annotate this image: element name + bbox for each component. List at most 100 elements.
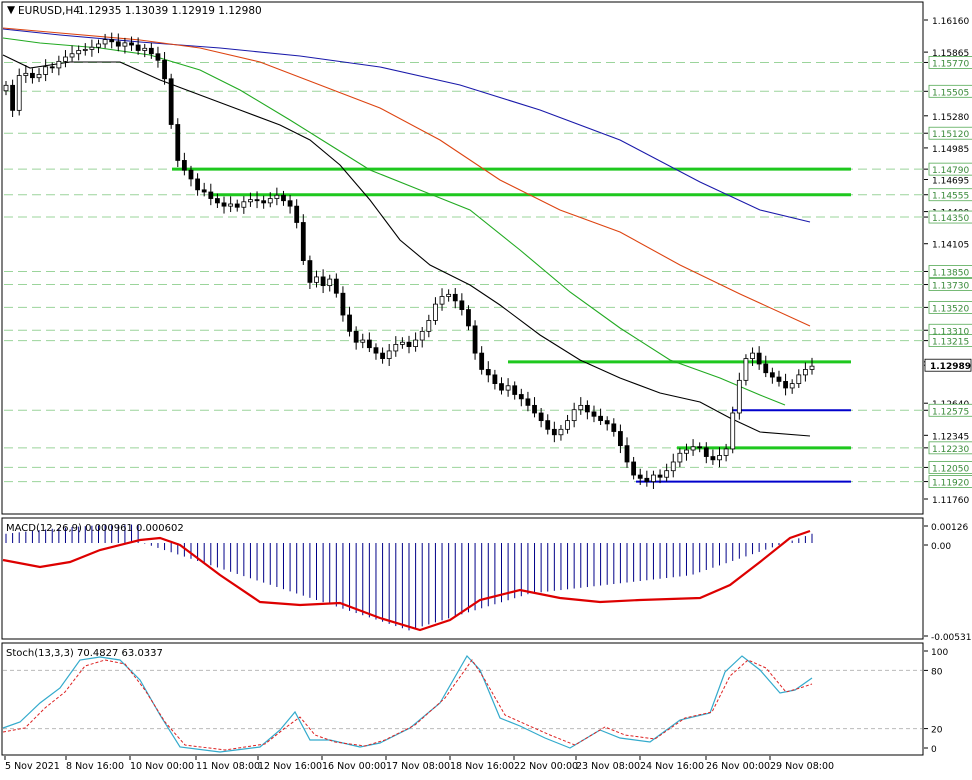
candle-body[interactable] bbox=[366, 339, 372, 349]
candle-body[interactable] bbox=[406, 341, 412, 347]
candle-body[interactable] bbox=[102, 39, 108, 45]
candle-body[interactable] bbox=[796, 374, 802, 385]
candle-body[interactable] bbox=[254, 199, 260, 202]
candle-body[interactable] bbox=[63, 56, 68, 62]
candle-body[interactable] bbox=[162, 59, 167, 80]
candle-body[interactable] bbox=[307, 260, 313, 283]
candle-body[interactable] bbox=[142, 47, 148, 51]
candle-body[interactable] bbox=[670, 461, 676, 472]
candle-body[interactable] bbox=[466, 309, 471, 327]
candle-body[interactable] bbox=[3, 84, 9, 92]
candle-body[interactable] bbox=[472, 325, 478, 354]
candle-body[interactable] bbox=[584, 404, 590, 413]
candle-body[interactable] bbox=[16, 75, 22, 111]
candle-body[interactable] bbox=[631, 461, 637, 476]
candle-body[interactable] bbox=[129, 42, 134, 46]
candle-body[interactable] bbox=[657, 474, 663, 478]
candle-body[interactable] bbox=[399, 341, 405, 345]
candle-body[interactable] bbox=[175, 124, 181, 161]
candle-body[interactable] bbox=[36, 74, 42, 79]
candle-body[interactable] bbox=[155, 53, 161, 61]
candle-body[interactable] bbox=[776, 376, 782, 382]
stoch-panel[interactable] bbox=[1, 642, 924, 756]
candle-body[interactable] bbox=[730, 412, 736, 450]
candle-body[interactable] bbox=[677, 452, 683, 463]
candle-body[interactable] bbox=[320, 276, 326, 287]
candle-body[interactable] bbox=[393, 344, 399, 352]
candle-body[interactable] bbox=[710, 456, 716, 461]
candle-body[interactable] bbox=[281, 194, 286, 202]
candle-body[interactable] bbox=[353, 330, 359, 343]
candle-body[interactable] bbox=[261, 200, 267, 204]
candle-body[interactable] bbox=[373, 347, 379, 354]
candle-body[interactable] bbox=[532, 404, 537, 414]
candle-body[interactable] bbox=[122, 42, 128, 47]
candle-body[interactable] bbox=[327, 278, 333, 287]
macd-panel[interactable] bbox=[1, 517, 924, 640]
candle-body[interactable] bbox=[565, 420, 570, 430]
candle-body[interactable] bbox=[492, 374, 498, 385]
candle-body[interactable] bbox=[505, 385, 511, 391]
candle-body[interactable] bbox=[287, 200, 293, 207]
candle-body[interactable] bbox=[340, 292, 346, 316]
candle-body[interactable] bbox=[723, 448, 729, 456]
candle-body[interactable] bbox=[89, 46, 95, 50]
candle-body[interactable] bbox=[736, 379, 742, 414]
candle-body[interactable] bbox=[743, 358, 749, 381]
candle-body[interactable] bbox=[624, 445, 630, 463]
candle-body[interactable] bbox=[208, 191, 214, 199]
candle-body[interactable] bbox=[30, 72, 35, 79]
candle-body[interactable] bbox=[558, 428, 564, 436]
candlesticks[interactable] bbox=[3, 32, 815, 489]
candle-body[interactable] bbox=[82, 48, 88, 51]
candle-body[interactable] bbox=[43, 66, 49, 75]
candle-body[interactable] bbox=[228, 203, 234, 207]
candle-body[interactable] bbox=[274, 194, 280, 199]
candle-body[interactable] bbox=[789, 383, 795, 389]
candle-body[interactable] bbox=[618, 431, 623, 447]
candle-body[interactable] bbox=[181, 160, 187, 171]
candle-body[interactable] bbox=[591, 411, 597, 417]
candle-body[interactable] bbox=[439, 296, 445, 305]
candle-body[interactable] bbox=[717, 455, 722, 461]
candle-body[interactable] bbox=[380, 352, 385, 359]
candle-body[interactable] bbox=[545, 420, 551, 430]
candle-body[interactable] bbox=[69, 53, 75, 58]
candle-body[interactable] bbox=[135, 44, 141, 51]
candle-body[interactable] bbox=[690, 446, 696, 451]
candle-body[interactable] bbox=[294, 205, 300, 223]
candle-body[interactable] bbox=[769, 372, 775, 378]
candle-body[interactable] bbox=[446, 293, 452, 297]
candle-body[interactable] bbox=[148, 47, 154, 55]
dropdown-triangle-icon[interactable]: ▼ bbox=[7, 4, 16, 16]
candle-body[interactable] bbox=[49, 66, 55, 69]
candle-body[interactable] bbox=[750, 352, 755, 359]
candle-body[interactable] bbox=[215, 198, 220, 204]
candle-body[interactable] bbox=[604, 420, 610, 425]
candle-body[interactable] bbox=[485, 369, 491, 376]
candle-body[interactable] bbox=[267, 198, 273, 204]
candle-body[interactable] bbox=[300, 222, 306, 261]
candle-body[interactable] bbox=[419, 330, 425, 341]
candle-body[interactable] bbox=[109, 39, 115, 43]
candle-body[interactable] bbox=[809, 365, 815, 370]
candle-body[interactable] bbox=[96, 43, 101, 48]
price-panel[interactable] bbox=[1, 1, 924, 515]
candle-body[interactable] bbox=[756, 352, 762, 365]
candle-body[interactable] bbox=[452, 293, 458, 302]
candle-body[interactable] bbox=[201, 189, 207, 193]
candle-body[interactable] bbox=[763, 363, 769, 374]
candle-body[interactable] bbox=[578, 404, 584, 411]
candle-body[interactable] bbox=[697, 446, 703, 449]
candle-body[interactable] bbox=[651, 474, 656, 482]
candle-body[interactable] bbox=[115, 41, 121, 47]
candle-body[interactable] bbox=[188, 169, 194, 180]
candle-body[interactable] bbox=[241, 201, 247, 208]
candle-body[interactable] bbox=[664, 470, 670, 478]
candle-body[interactable] bbox=[386, 350, 392, 359]
candle-body[interactable] bbox=[56, 60, 62, 69]
candle-body[interactable] bbox=[571, 409, 577, 422]
candle-body[interactable] bbox=[413, 339, 419, 347]
candle-body[interactable] bbox=[221, 202, 227, 207]
candle-body[interactable] bbox=[703, 447, 709, 457]
